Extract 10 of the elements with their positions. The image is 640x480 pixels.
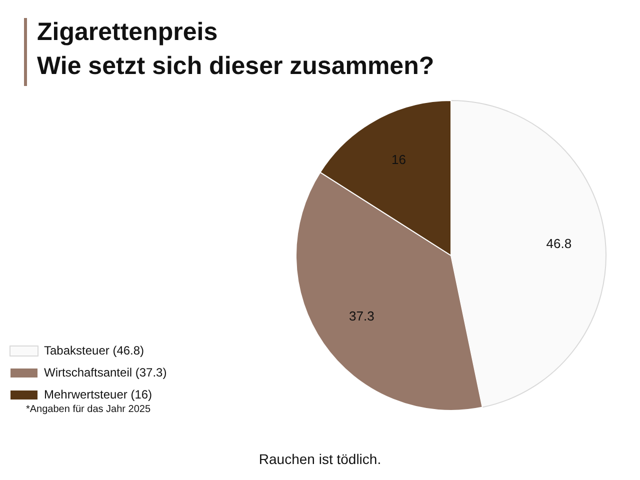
chart-subtitle: Wie setzt sich dieser zusammen? — [37, 52, 434, 81]
data-label: 46.8 — [546, 236, 572, 252]
text: *Angaben für das Jahr 2025 — [26, 404, 151, 415]
data-label: 37.3 — [349, 308, 374, 324]
legend-label: Tabaksteuer (46.8) — [44, 343, 144, 358]
chart-title: Zigarettenpreis — [37, 18, 218, 47]
text: Rauchen ist tödlich. — [258, 451, 382, 467]
legend-label: Mehrwertsteuer (16) — [44, 387, 152, 402]
data-label: 16 — [392, 152, 406, 167]
legend-label: Wirtschaftsanteil (37.3) — [44, 365, 167, 380]
